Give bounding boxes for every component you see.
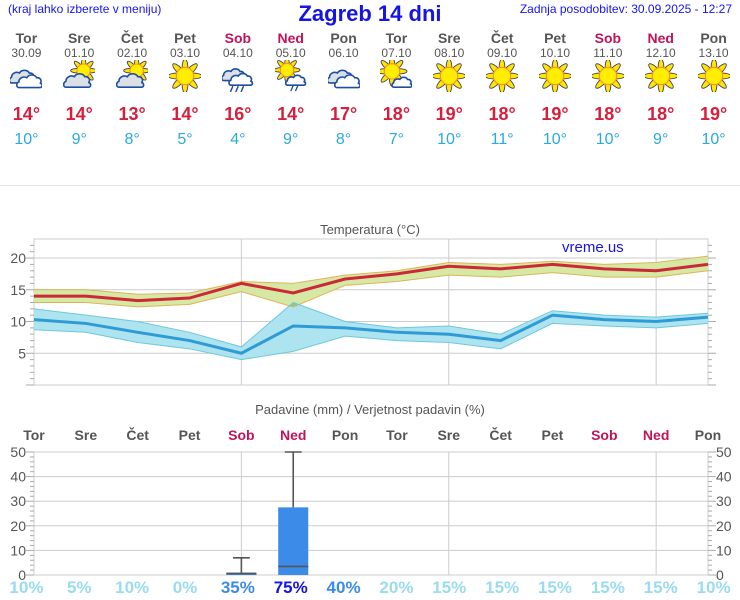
svg-text:Pet: Pet xyxy=(542,427,564,443)
svg-text:5: 5 xyxy=(18,345,26,361)
svg-text:Pon: Pon xyxy=(332,427,358,443)
svg-text:10: 10 xyxy=(716,542,732,558)
svg-text:20: 20 xyxy=(716,518,732,534)
svg-text:Sre: Sre xyxy=(437,427,460,443)
svg-text:Čet: Čet xyxy=(489,426,512,443)
svg-text:Tor: Tor xyxy=(386,427,408,443)
svg-text:Sob: Sob xyxy=(591,427,617,443)
svg-text:Sre: Sre xyxy=(75,427,98,443)
svg-text:Pet: Pet xyxy=(179,427,201,443)
svg-text:20: 20 xyxy=(10,250,26,266)
svg-text:30: 30 xyxy=(10,493,26,509)
svg-text:Ned: Ned xyxy=(280,427,306,443)
svg-text:20: 20 xyxy=(10,518,26,534)
svg-text:vreme.us: vreme.us xyxy=(562,239,624,256)
svg-text:15: 15 xyxy=(10,282,26,298)
svg-text:40: 40 xyxy=(10,469,26,485)
svg-text:10: 10 xyxy=(10,542,26,558)
svg-text:40: 40 xyxy=(716,469,732,485)
svg-text:Pon: Pon xyxy=(695,427,721,443)
svg-text:Ned: Ned xyxy=(643,427,669,443)
svg-text:50: 50 xyxy=(10,444,26,460)
svg-text:30: 30 xyxy=(716,493,732,509)
svg-text:50: 50 xyxy=(716,444,732,460)
svg-text:Sob: Sob xyxy=(228,427,254,443)
svg-text:10: 10 xyxy=(10,314,26,330)
svg-text:Tor: Tor xyxy=(23,427,45,443)
svg-text:Čet: Čet xyxy=(126,426,149,443)
